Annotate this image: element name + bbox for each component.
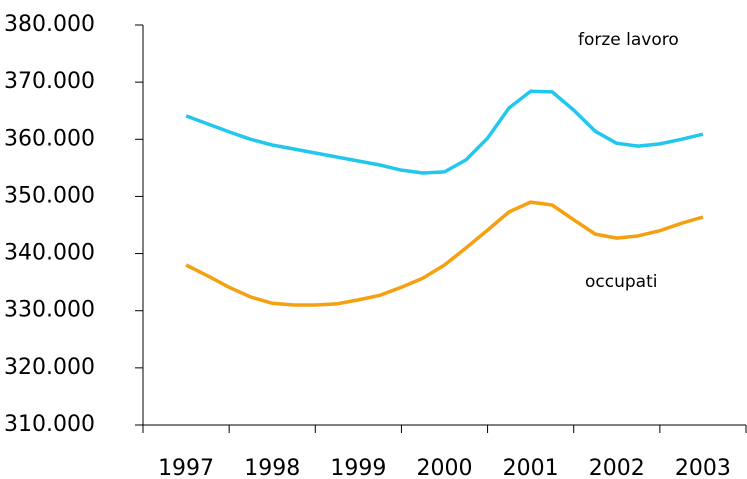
- x-tick-label: 2003: [675, 456, 731, 479]
- x-tick-label: 2002: [589, 456, 645, 479]
- x-tick-label: 1999: [330, 456, 386, 479]
- y-tick-label: 350.000: [4, 183, 95, 208]
- x-tick-label: 1998: [244, 456, 300, 479]
- x-tick-label: 2000: [417, 456, 473, 479]
- series-line: [185, 89, 704, 175]
- y-tick-label: 320.000: [4, 355, 95, 380]
- y-tick-label: 370.000: [4, 69, 95, 94]
- y-tick-label: 310.000: [4, 412, 95, 437]
- series-label: forze lavoro: [578, 30, 679, 50]
- y-tick-label: 340.000: [4, 241, 95, 266]
- series-label: occupati: [585, 272, 657, 292]
- x-tick-label: 2001: [503, 456, 559, 479]
- x-tick-label: 1997: [158, 456, 214, 479]
- y-tick-label: 380.000: [4, 12, 95, 37]
- y-tick-label: 330.000: [4, 298, 95, 323]
- y-tick-label: 360.000: [4, 126, 95, 151]
- series-line: [185, 200, 704, 307]
